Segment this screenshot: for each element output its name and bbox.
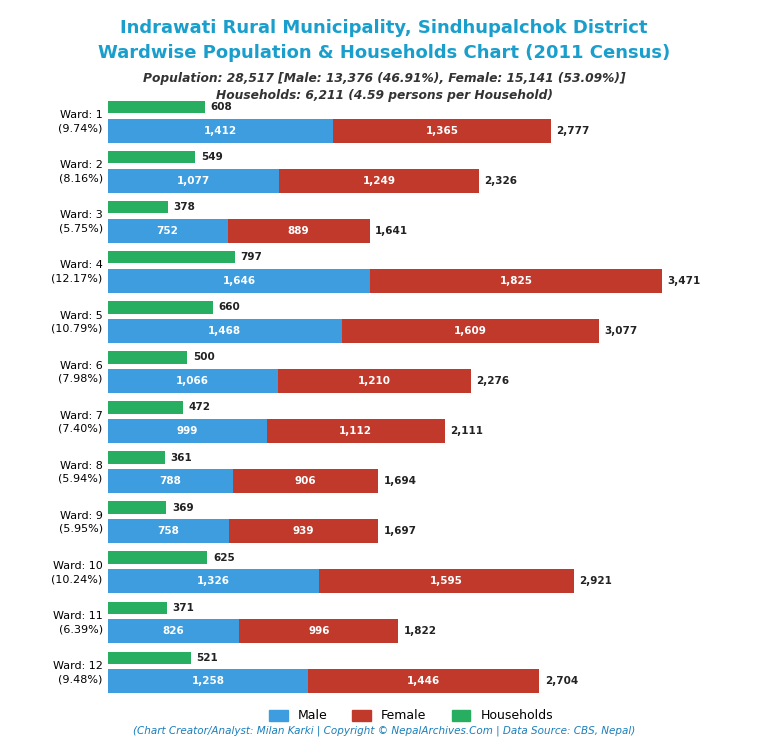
Text: 1,595: 1,595 xyxy=(430,576,463,587)
Text: 1,412: 1,412 xyxy=(204,126,237,136)
Bar xyxy=(108,201,168,213)
Text: 939: 939 xyxy=(293,526,314,536)
Text: 752: 752 xyxy=(157,226,178,236)
Bar xyxy=(333,119,551,143)
Text: 889: 889 xyxy=(288,226,310,236)
Bar xyxy=(319,569,574,593)
Text: Population: 28,517 [Male: 13,376 (46.91%), Female: 15,141 (53.09%)]: Population: 28,517 [Male: 13,376 (46.91%… xyxy=(143,72,625,84)
Text: 369: 369 xyxy=(172,502,194,513)
Bar xyxy=(280,169,479,193)
Text: 1,258: 1,258 xyxy=(191,676,224,687)
Text: 797: 797 xyxy=(240,252,262,262)
Text: 1,646: 1,646 xyxy=(223,276,256,286)
Text: 1,697: 1,697 xyxy=(384,526,417,536)
Text: 2,777: 2,777 xyxy=(557,126,590,136)
Bar xyxy=(108,369,278,393)
Bar xyxy=(108,651,190,664)
Text: 2,704: 2,704 xyxy=(545,676,578,687)
Bar xyxy=(108,351,187,364)
Text: (Chart Creator/Analyst: Milan Karki | Copyright © NepalArchives.Com | Data Sourc: (Chart Creator/Analyst: Milan Karki | Co… xyxy=(133,726,635,736)
Text: 521: 521 xyxy=(197,653,218,663)
Bar xyxy=(229,520,379,543)
Text: 906: 906 xyxy=(295,476,316,486)
Bar xyxy=(108,620,240,643)
Bar xyxy=(108,520,229,543)
Bar xyxy=(108,252,235,264)
Text: 996: 996 xyxy=(308,626,329,636)
Text: 2,921: 2,921 xyxy=(580,576,612,587)
Bar xyxy=(240,620,399,643)
Text: 2,326: 2,326 xyxy=(485,176,518,186)
Bar xyxy=(267,419,445,444)
Text: 3,471: 3,471 xyxy=(667,276,700,286)
Bar xyxy=(108,569,319,593)
Text: 378: 378 xyxy=(174,203,195,212)
Text: 1,825: 1,825 xyxy=(499,276,532,286)
Bar xyxy=(108,419,267,444)
Text: 1,210: 1,210 xyxy=(358,376,391,386)
Text: 1,066: 1,066 xyxy=(176,376,209,386)
Bar xyxy=(108,269,370,293)
Bar xyxy=(108,669,309,694)
Text: 1,112: 1,112 xyxy=(339,426,372,436)
Text: 1,468: 1,468 xyxy=(208,326,241,336)
Bar xyxy=(108,151,195,163)
Text: 625: 625 xyxy=(213,553,235,562)
Text: 608: 608 xyxy=(210,102,232,112)
Bar xyxy=(108,301,213,313)
Legend: Male, Female, Households: Male, Female, Households xyxy=(264,704,558,727)
Text: 1,609: 1,609 xyxy=(454,326,487,336)
Text: 826: 826 xyxy=(163,626,184,636)
Text: 3,077: 3,077 xyxy=(604,326,637,336)
Text: Households: 6,211 (4.59 persons per Household): Households: 6,211 (4.59 persons per Hous… xyxy=(216,89,552,102)
Bar xyxy=(233,469,378,493)
Text: 472: 472 xyxy=(188,403,210,413)
Bar xyxy=(108,469,233,493)
Text: 999: 999 xyxy=(177,426,198,436)
Text: 1,365: 1,365 xyxy=(425,126,458,136)
Bar xyxy=(108,602,167,614)
Text: 549: 549 xyxy=(200,152,223,162)
Text: 2,276: 2,276 xyxy=(476,376,510,386)
Bar xyxy=(108,101,204,113)
Bar xyxy=(108,451,165,464)
Bar xyxy=(108,319,342,343)
Text: 371: 371 xyxy=(172,602,194,613)
Bar xyxy=(108,551,207,564)
Text: Indrawati Rural Municipality, Sindhupalchok District: Indrawati Rural Municipality, Sindhupalc… xyxy=(121,19,647,37)
Text: 660: 660 xyxy=(218,303,240,312)
Text: 361: 361 xyxy=(170,453,193,462)
Text: 1,641: 1,641 xyxy=(375,226,409,236)
Bar xyxy=(342,319,599,343)
Bar xyxy=(278,369,471,393)
Bar xyxy=(370,269,662,293)
Bar xyxy=(108,401,183,413)
Text: 1,326: 1,326 xyxy=(197,576,230,587)
Text: 1,822: 1,822 xyxy=(404,626,437,636)
Bar xyxy=(108,169,280,193)
Text: 758: 758 xyxy=(157,526,179,536)
Text: 788: 788 xyxy=(160,476,181,486)
Bar xyxy=(309,669,539,694)
Bar xyxy=(108,119,333,143)
Text: 1,694: 1,694 xyxy=(383,476,416,486)
Text: 1,077: 1,077 xyxy=(177,176,210,186)
Bar xyxy=(227,219,369,243)
Text: 1,446: 1,446 xyxy=(407,676,440,687)
Text: 2,111: 2,111 xyxy=(450,426,483,436)
Text: 500: 500 xyxy=(193,352,215,362)
Text: 1,249: 1,249 xyxy=(362,176,396,186)
Bar xyxy=(108,501,167,514)
Text: Wardwise Population & Households Chart (2011 Census): Wardwise Population & Households Chart (… xyxy=(98,44,670,62)
Bar xyxy=(108,219,227,243)
